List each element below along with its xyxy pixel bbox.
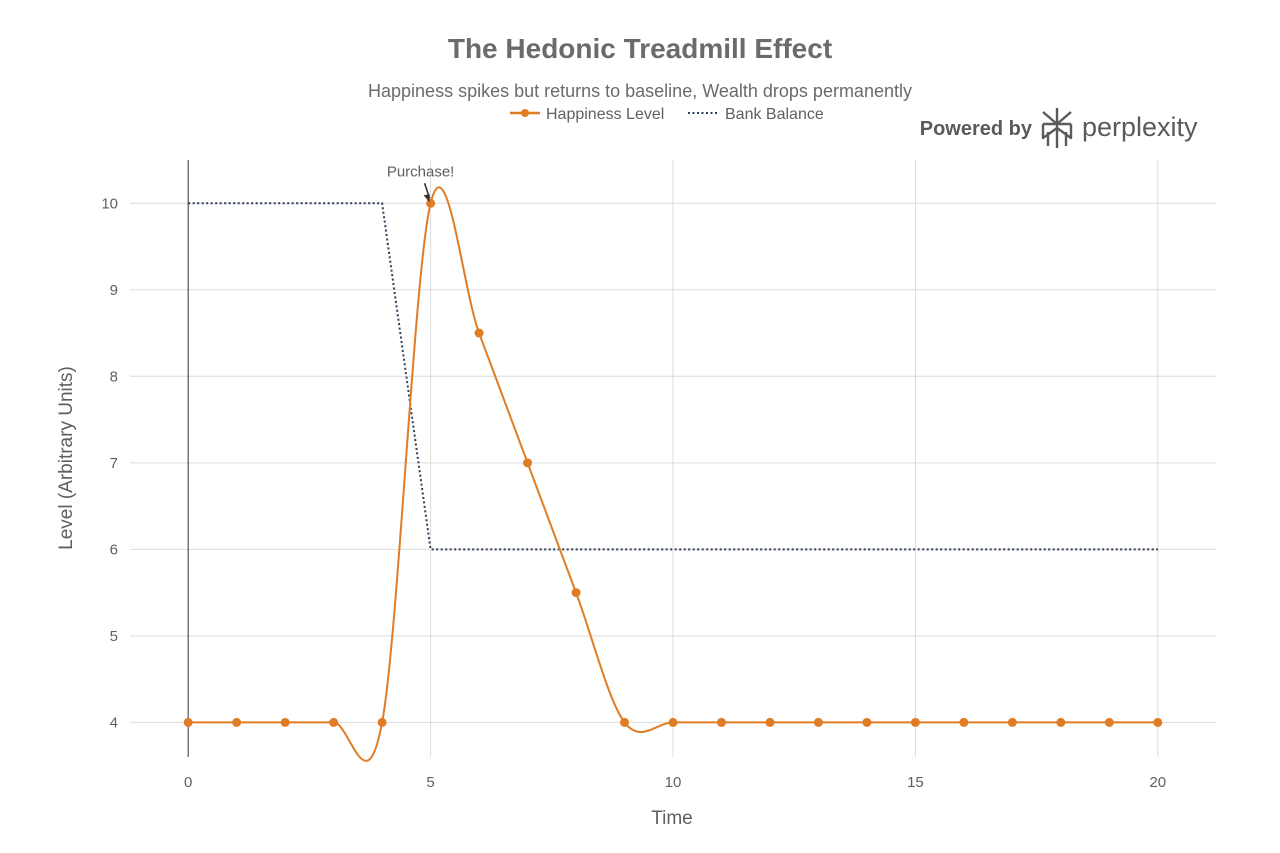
happiness-point[interactable]: [329, 717, 339, 727]
grid: [130, 160, 1216, 757]
chart-title: The Hedonic Treadmill Effect: [448, 33, 832, 64]
y-tick-label: 8: [110, 368, 118, 385]
happiness-point[interactable]: [813, 717, 823, 727]
legend-marker-happiness: [521, 109, 529, 117]
happiness-point[interactable]: [183, 717, 193, 727]
x-tick-label: 15: [907, 774, 924, 791]
y-tick-label: 4: [110, 714, 118, 731]
plot-area: [183, 186, 1163, 762]
happiness-point[interactable]: [765, 717, 775, 727]
x-tick-label: 0: [184, 774, 192, 791]
happiness-point[interactable]: [474, 328, 484, 338]
happiness-point[interactable]: [377, 717, 387, 727]
annotation-label: Purchase!: [387, 163, 455, 180]
legend-item-happiness[interactable]: Happiness Level: [510, 106, 664, 123]
happiness-point[interactable]: [862, 717, 872, 727]
happiness-point[interactable]: [668, 717, 678, 727]
happiness-point[interactable]: [571, 588, 581, 598]
happiness-point[interactable]: [1153, 717, 1163, 727]
happiness-point[interactable]: [716, 717, 726, 727]
x-tick-label: 20: [1149, 774, 1166, 791]
happiness-point[interactable]: [523, 458, 533, 468]
happiness-point[interactable]: [959, 717, 969, 727]
y-axis-label: Level (Arbitrary Units): [56, 366, 77, 550]
branding-prefix: Powered by: [920, 118, 1033, 140]
y-tick-label: 9: [110, 282, 118, 299]
legend-label-happiness: Happiness Level: [546, 106, 664, 123]
happiness-point[interactable]: [426, 198, 436, 208]
perplexity-logo-icon: [1041, 108, 1073, 148]
y-tick-label: 6: [110, 541, 118, 558]
x-tick-label: 5: [426, 774, 434, 791]
happiness-point[interactable]: [1104, 717, 1114, 727]
axes: 4 5 6 7 8 9 10 0 5 10 15 20: [101, 160, 1166, 791]
happiness-point[interactable]: [1007, 717, 1017, 727]
y-tick-label: 5: [110, 628, 118, 645]
happiness-point[interactable]: [1056, 717, 1066, 727]
happiness-point[interactable]: [232, 717, 242, 727]
x-tick-label: 10: [665, 774, 682, 791]
branding-name: perplexity: [1082, 112, 1198, 142]
y-tick-label: 7: [110, 455, 118, 472]
happiness-point[interactable]: [280, 717, 290, 727]
legend[interactable]: Happiness Level Bank Balance: [510, 106, 824, 123]
happiness-point[interactable]: [620, 717, 630, 727]
chart-subtitle: Happiness spikes but returns to baseline…: [368, 81, 912, 101]
happiness-point[interactable]: [910, 717, 920, 727]
legend-label-bank: Bank Balance: [725, 106, 824, 123]
annotation-arrowhead: [423, 194, 430, 203]
annotations: Purchase!: [387, 163, 455, 203]
branding: Powered by perplexity: [920, 108, 1198, 148]
y-tick-label: 10: [101, 195, 118, 212]
legend-item-bank[interactable]: Bank Balance: [688, 106, 824, 123]
x-axis-label: Time: [651, 808, 693, 829]
